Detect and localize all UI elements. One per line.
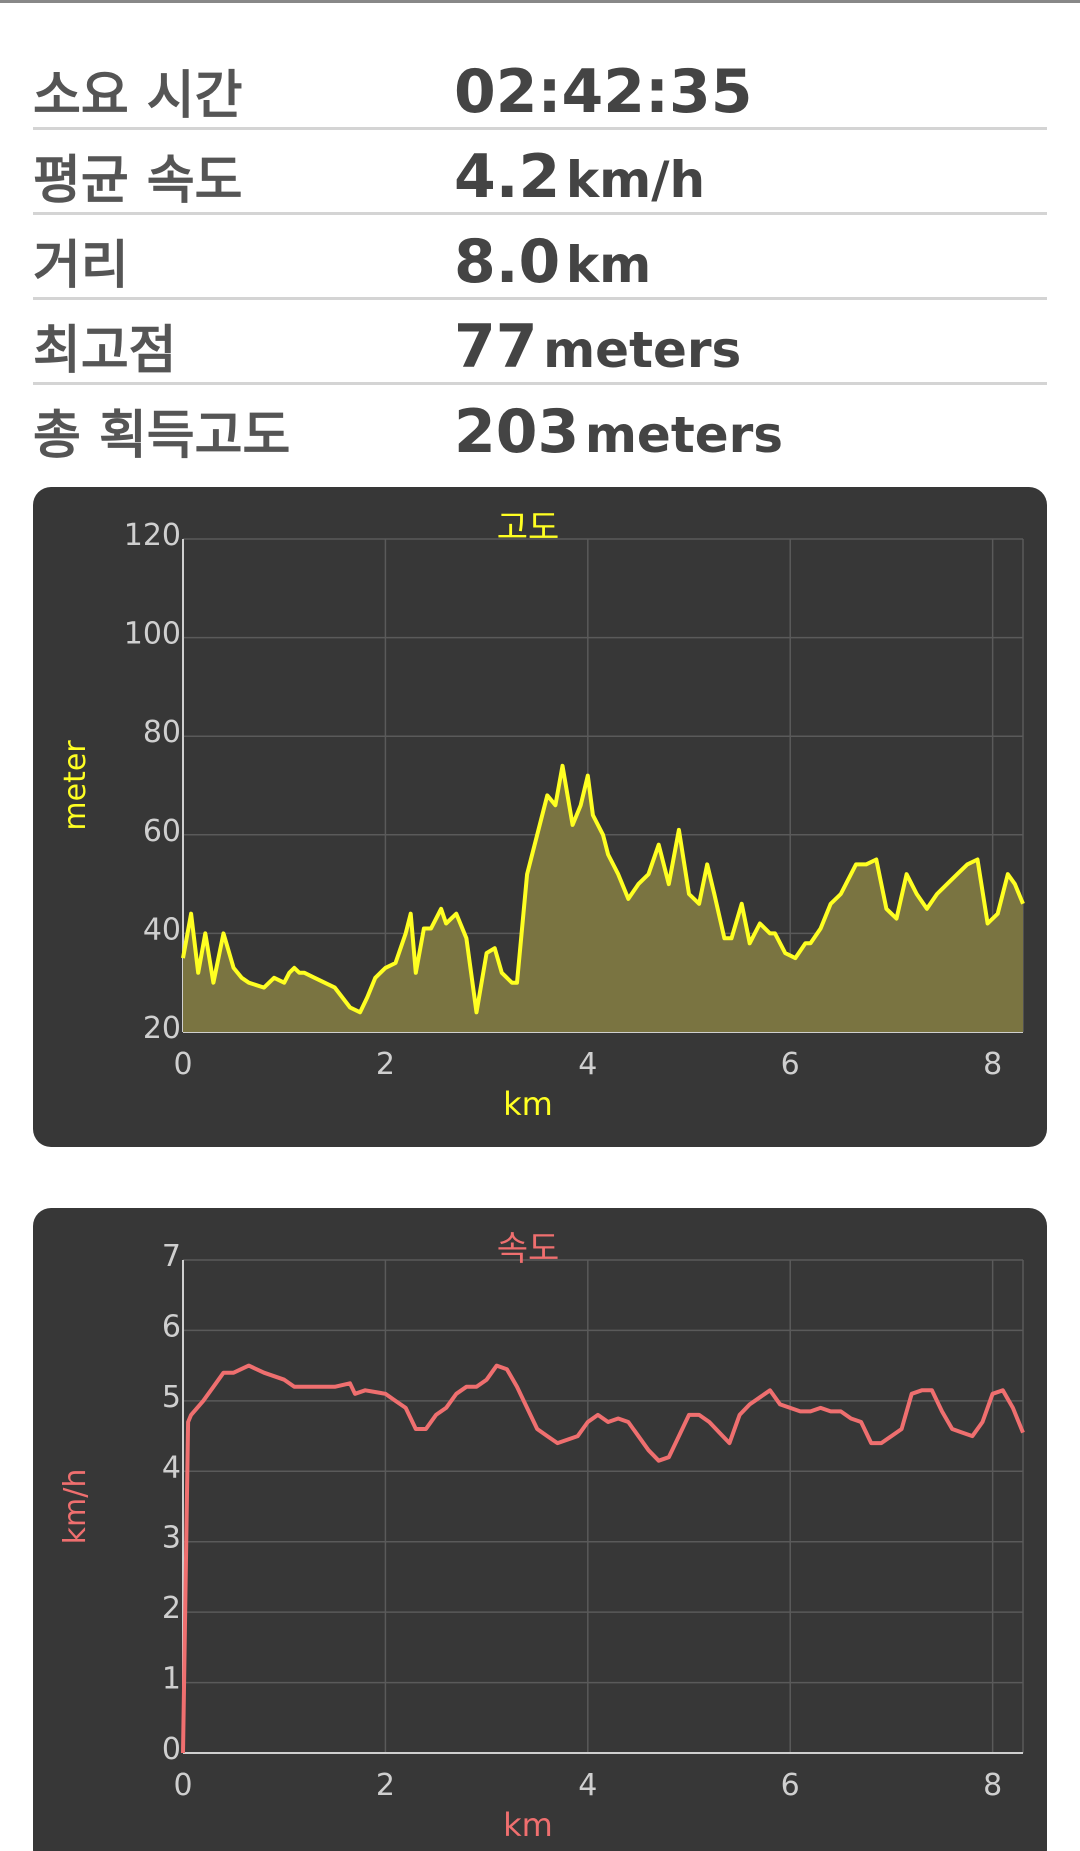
stat-value: 77 meters bbox=[454, 312, 741, 382]
speed-x-tick-label: 4 bbox=[578, 1768, 597, 1803]
elevation-series-line bbox=[181, 763, 1025, 1015]
elevation-y-tick-label: 80 bbox=[143, 715, 181, 750]
elevation-chart-title: 고도 bbox=[497, 508, 560, 548]
speed-y-axis-label: km/h bbox=[58, 1469, 93, 1545]
speed-y-tick-label: 7 bbox=[162, 1239, 181, 1274]
speed-x-tick-label: 2 bbox=[376, 1768, 395, 1803]
elevation-y-tick-label: 100 bbox=[124, 617, 181, 652]
elevation-x-tick-label: 0 bbox=[173, 1047, 192, 1082]
stat-label: 거리 bbox=[33, 236, 129, 296]
elevation-y-tick-label: 20 bbox=[143, 1011, 181, 1046]
elevation-y-tick-label: 60 bbox=[143, 814, 181, 849]
stat-number: 203 bbox=[454, 397, 580, 467]
stat-unit: meters bbox=[584, 406, 784, 464]
stat-row-distance: 거리 8.0 km bbox=[33, 215, 1047, 300]
stat-label: 최고점 bbox=[33, 321, 177, 381]
stat-value: 8.0 km bbox=[454, 227, 651, 297]
elevation-x-tick-label: 2 bbox=[376, 1047, 395, 1082]
stat-row-duration: 소요 시간 02:42:35 bbox=[33, 45, 1047, 130]
elevation-y-tick-label: 120 bbox=[124, 518, 181, 553]
stat-unit: meters bbox=[543, 321, 742, 379]
stat-unit: km bbox=[565, 236, 652, 294]
elevation-x-tick-label: 6 bbox=[781, 1047, 800, 1082]
stat-value: 4.2 km/h bbox=[454, 142, 705, 212]
speed-x-tick-label: 6 bbox=[781, 1768, 800, 1803]
speed-y-tick-label: 2 bbox=[162, 1591, 181, 1626]
stat-label: 평균 속도 bbox=[33, 151, 243, 211]
speed-chart-title: 속도 bbox=[497, 1229, 560, 1269]
stat-number: 77 bbox=[454, 312, 538, 382]
elevation-y-tick-label: 40 bbox=[143, 912, 181, 947]
elevation-x-tick-label: 8 bbox=[983, 1047, 1002, 1082]
elevation-chart-card: 20 40 60 80 100 120 0 2 4 6 8 고도 km meter bbox=[33, 487, 1047, 1147]
speed-x-tick-label: 8 bbox=[983, 1768, 1002, 1803]
stats-table: 소요 시간 02:42:35 평균 속도 4.2 km/h 거리 8.0 km … bbox=[33, 45, 1047, 470]
top-divider bbox=[0, 0, 1080, 3]
speed-chart-card: 0 1 2 3 4 5 6 7 0 2 4 6 8 속도 km km/h bbox=[33, 1208, 1047, 1851]
elevation-area-fill bbox=[183, 765, 1023, 1032]
speed-y-tick-label: 1 bbox=[162, 1662, 181, 1697]
speed-x-tick-label: 0 bbox=[173, 1768, 192, 1803]
stat-row-highest-point: 최고점 77 meters bbox=[33, 300, 1047, 385]
speed-y-tick-label: 3 bbox=[162, 1521, 181, 1556]
speed-chart: 0 1 2 3 4 5 6 7 0 2 4 6 8 속도 km km/h bbox=[58, 1229, 1025, 1844]
elevation-y-axis-label: meter bbox=[58, 740, 93, 831]
speed-y-tick-label: 0 bbox=[162, 1732, 181, 1767]
stat-row-total-ascent: 총 획득고도 203 meters bbox=[33, 385, 1047, 470]
stat-unit: km/h bbox=[565, 151, 706, 209]
stat-row-avg-speed: 평균 속도 4.2 km/h bbox=[33, 130, 1047, 215]
stat-label: 소요 시간 bbox=[33, 66, 243, 126]
stat-value: 203 meters bbox=[454, 397, 783, 467]
speed-x-axis-label: km bbox=[503, 1806, 553, 1844]
stat-number: 4.2 bbox=[454, 142, 561, 212]
elevation-x-tick-label: 4 bbox=[578, 1047, 597, 1082]
stat-number: 8.0 bbox=[454, 227, 561, 297]
speed-y-tick-label: 5 bbox=[162, 1380, 181, 1415]
stat-value: 02:42:35 bbox=[454, 57, 752, 127]
speed-y-tick-label: 4 bbox=[162, 1450, 181, 1485]
speed-y-tick-label: 6 bbox=[162, 1309, 181, 1344]
stat-number: 02:42:35 bbox=[454, 57, 753, 127]
stat-label: 총 획득고도 bbox=[33, 406, 291, 466]
speed-series-line bbox=[181, 1363, 1025, 1754]
elevation-x-axis-label: km bbox=[503, 1085, 553, 1123]
elevation-chart: 20 40 60 80 100 120 0 2 4 6 8 고도 km meter bbox=[58, 508, 1025, 1123]
